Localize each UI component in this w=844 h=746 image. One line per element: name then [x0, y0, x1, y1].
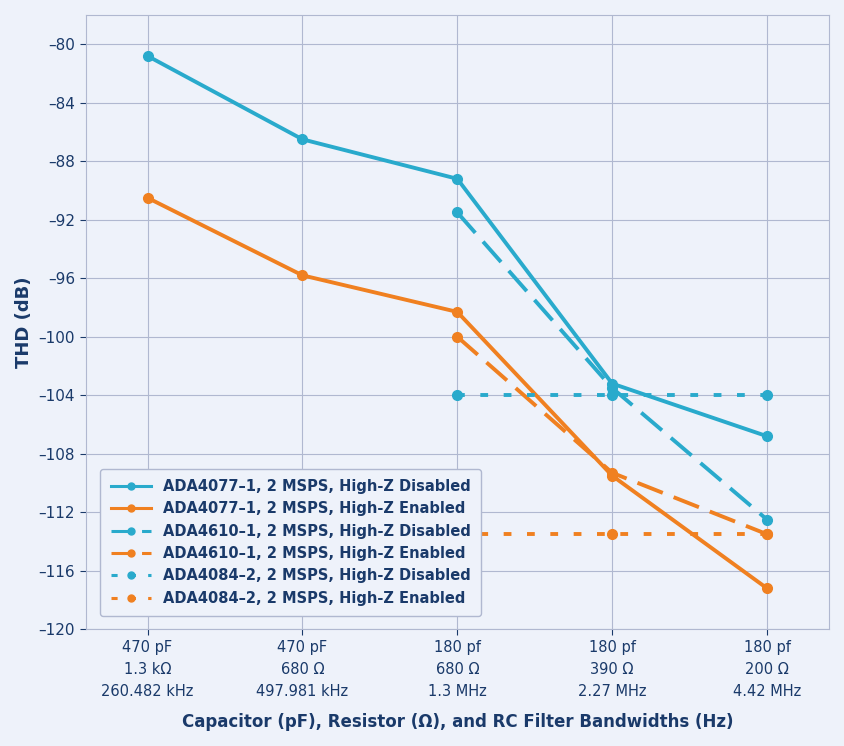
- Y-axis label: THD (dB): THD (dB): [15, 277, 33, 368]
- Legend: ADA4077–1, 2 MSPS, High-Z Disabled, ADA4077–1, 2 MSPS, High-Z Enabled, ADA4610–1: ADA4077–1, 2 MSPS, High-Z Disabled, ADA4…: [100, 469, 481, 616]
- X-axis label: Capacitor (pF), Resistor (Ω), and RC Filter Bandwidths (Hz): Capacitor (pF), Resistor (Ω), and RC Fil…: [181, 713, 733, 731]
